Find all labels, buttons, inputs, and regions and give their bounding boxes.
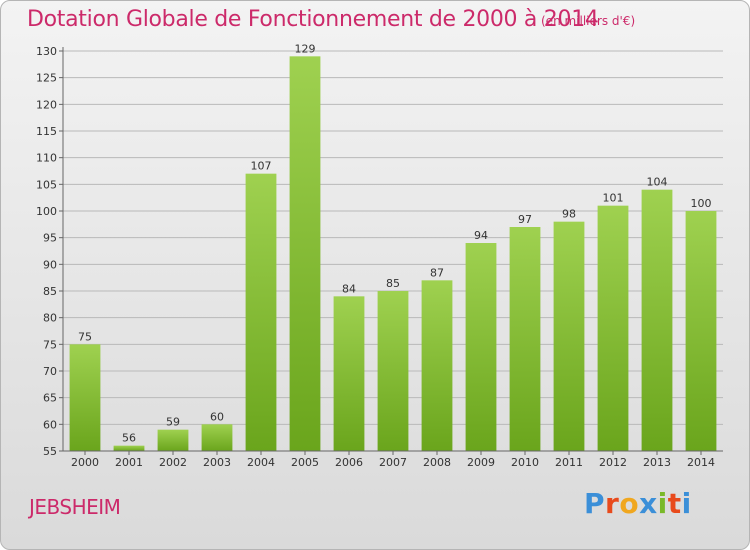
logo-letter: x bbox=[639, 487, 658, 520]
logo-letter: P bbox=[584, 487, 606, 520]
x-tick-label: 2003 bbox=[203, 456, 231, 469]
bar-value-label: 59 bbox=[166, 416, 180, 429]
bar-2012 bbox=[597, 205, 629, 451]
x-tick-label: 2005 bbox=[291, 456, 319, 469]
chart-title: Dotation Globale de Fonctionnement de 20… bbox=[27, 7, 599, 32]
y-tick-label: 65 bbox=[43, 392, 57, 405]
x-tick-label: 2012 bbox=[599, 456, 627, 469]
logo-letter: i bbox=[681, 487, 692, 520]
bar-value-label: 60 bbox=[210, 410, 224, 423]
chart-unit: (en milliers d'€) bbox=[541, 14, 636, 28]
bar-2007 bbox=[377, 291, 409, 451]
logo-letter: i bbox=[657, 487, 668, 520]
bar-2008 bbox=[421, 280, 453, 451]
y-tick-label: 80 bbox=[43, 312, 57, 325]
y-tick-label: 105 bbox=[36, 178, 57, 191]
bars: 75 56 59 60 107 129 84 85 87 94 97 98 101 104 100 bbox=[69, 42, 717, 451]
x-tick-label: 2009 bbox=[467, 456, 495, 469]
y-tick-label: 95 bbox=[43, 232, 57, 245]
y-tick-label: 60 bbox=[43, 418, 57, 431]
y-tick-label: 85 bbox=[43, 285, 57, 298]
bar-value-label: 94 bbox=[474, 229, 488, 242]
bar-value-label: 84 bbox=[342, 282, 356, 295]
x-tick-label: 2014 bbox=[687, 456, 715, 469]
bar-2009 bbox=[465, 243, 497, 451]
logo-letter: t bbox=[667, 487, 682, 520]
proxiti-logo[interactable]: Proxiti bbox=[584, 487, 692, 520]
bar-2004 bbox=[245, 173, 277, 451]
bar-value-label: 56 bbox=[122, 432, 136, 445]
bar-2001 bbox=[113, 445, 145, 451]
bar-2013 bbox=[641, 189, 673, 451]
bar-value-label: 75 bbox=[78, 330, 92, 343]
bar-value-label: 100 bbox=[691, 197, 712, 210]
x-axis: 2000 2001 2002 2003 2004 2005 2006 2007 2008 2009… bbox=[63, 450, 723, 469]
y-tick-label: 75 bbox=[43, 338, 57, 351]
bar-value-label: 98 bbox=[562, 208, 576, 221]
bar-2003 bbox=[201, 424, 233, 451]
x-tick-label: 2001 bbox=[115, 456, 143, 469]
x-tick-label: 2010 bbox=[511, 456, 539, 469]
commune-name: JEBSHEIM bbox=[29, 495, 121, 519]
y-tick-label: 55 bbox=[43, 445, 57, 458]
x-tick-label: 2002 bbox=[159, 456, 187, 469]
x-tick-label: 2000 bbox=[71, 456, 99, 469]
x-tick-label: 2007 bbox=[379, 456, 407, 469]
y-tick-label: 125 bbox=[36, 72, 57, 85]
bar-value-label: 101 bbox=[603, 192, 624, 205]
x-tick-label: 2008 bbox=[423, 456, 451, 469]
y-tick-label: 90 bbox=[43, 258, 57, 271]
bar-2000 bbox=[69, 344, 101, 451]
y-tick-label: 70 bbox=[43, 365, 57, 378]
bar-value-label: 107 bbox=[251, 160, 272, 173]
bar-value-label: 104 bbox=[647, 176, 668, 189]
y-tick-label: 110 bbox=[36, 152, 57, 165]
bar-2002 bbox=[157, 429, 189, 451]
bar-value-label: 87 bbox=[430, 266, 444, 279]
x-tick-label: 2013 bbox=[643, 456, 671, 469]
bar-2005 bbox=[289, 56, 321, 451]
y-axis: 55 60 65 70 75 80 85 90 95 100 105 110 115 120 125 130 bbox=[36, 45, 64, 458]
x-tick-label: 2006 bbox=[335, 456, 363, 469]
y-tick-label: 120 bbox=[36, 98, 57, 111]
y-tick-label: 100 bbox=[36, 205, 57, 218]
bar-2010 bbox=[509, 227, 541, 451]
bar-2014 bbox=[685, 211, 717, 451]
bar-value-label: 97 bbox=[518, 213, 532, 226]
y-tick-label: 130 bbox=[36, 45, 57, 58]
bar-2006 bbox=[333, 296, 365, 451]
bar-value-label: 85 bbox=[386, 277, 400, 290]
bar-2011 bbox=[553, 221, 585, 451]
logo-letter: o bbox=[619, 487, 640, 520]
x-tick-label: 2004 bbox=[247, 456, 275, 469]
bar-value-label: 129 bbox=[295, 42, 316, 55]
logo-letter: r bbox=[605, 487, 620, 520]
y-tick-label: 115 bbox=[36, 125, 57, 138]
x-tick-label: 2011 bbox=[555, 456, 583, 469]
